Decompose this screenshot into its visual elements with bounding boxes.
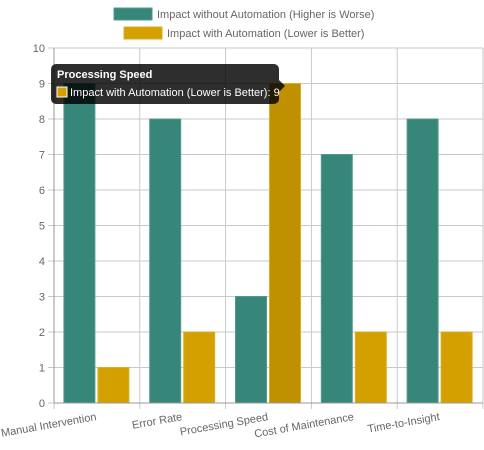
x-tick-label: Time-to-Insight	[367, 411, 441, 435]
bar-with-automation[interactable]	[354, 331, 387, 404]
legend-label: Impact without Automation (Higher is Wor…	[157, 9, 374, 21]
y-tick-label: 1	[39, 363, 45, 375]
x-tick-label: Error Rate	[131, 411, 183, 432]
y-tick-label: 6	[39, 185, 45, 197]
chart-legend[interactable]: Impact without Automation (Higher is Wor…	[113, 7, 374, 40]
y-tick-label: 3	[39, 292, 45, 304]
legend-swatch	[113, 7, 153, 21]
bar-without-automation[interactable]	[235, 296, 267, 404]
y-tick-label: 7	[39, 150, 45, 162]
bar-without-automation[interactable]	[406, 118, 439, 404]
bar-with-automation[interactable]	[97, 367, 130, 404]
legend-label: Impact with Automation (Lower is Better)	[167, 28, 364, 40]
tooltip-box	[51, 64, 279, 104]
tooltip-title: Processing Speed	[57, 69, 152, 81]
bar-without-automation[interactable]	[63, 83, 96, 404]
x-tick-label: Cost of Maintenance	[253, 411, 354, 440]
y-tick-label: 2	[39, 327, 45, 339]
y-tick-label: 4	[39, 256, 45, 268]
bar-with-automation[interactable]	[269, 83, 301, 404]
legend-swatch	[123, 26, 163, 40]
y-tick-label: 0	[39, 398, 45, 410]
y-tick-label: 9	[39, 79, 45, 91]
y-tick-label: 8	[39, 114, 45, 126]
chart-bars	[63, 83, 473, 404]
bar-with-automation[interactable]	[183, 331, 216, 404]
bar-without-automation[interactable]	[149, 118, 182, 404]
x-tick-label: Manual Intervention	[0, 411, 97, 440]
tooltip-body: Impact with Automation (Lower is Better)…	[70, 87, 280, 99]
bar-with-automation[interactable]	[440, 331, 473, 404]
tooltip-caret	[279, 80, 285, 92]
chart-tooltip: Processing Speed Impact with Automation (…	[51, 64, 285, 104]
y-tick-label: 10	[33, 43, 45, 55]
y-tick-label: 5	[39, 221, 45, 233]
chart-axes	[53, 48, 483, 404]
bar-without-automation[interactable]	[320, 154, 353, 404]
tooltip-swatch	[56, 86, 68, 98]
x-axis-labels: Manual Intervention Error RateProcessing …	[0, 411, 440, 440]
